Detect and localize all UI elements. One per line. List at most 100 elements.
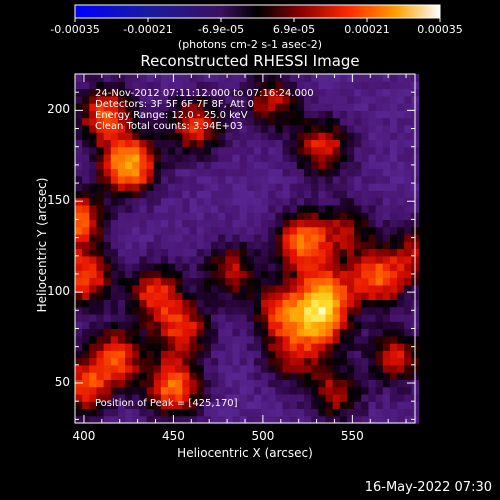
heatmap-cell [296, 110, 305, 119]
heatmap-cell [82, 335, 90, 344]
heatmap-cell [268, 197, 277, 206]
heatmap-cell [110, 263, 119, 271]
heatmap-cell [239, 343, 248, 351]
heatmap-cell [96, 95, 105, 104]
heatmap-cell [239, 81, 248, 90]
heatmap-cell [253, 255, 262, 264]
heatmap-cell [404, 88, 413, 97]
heatmap-cell [325, 255, 334, 264]
heatmap-cell [282, 393, 291, 402]
heatmap-cell [289, 284, 298, 293]
heatmap-cell [246, 328, 255, 337]
heatmap-cell [117, 88, 126, 97]
heatmap-cell [325, 88, 334, 97]
heatmap-cell [82, 88, 90, 97]
heatmap-cell [268, 183, 277, 191]
heatmap-cell [225, 313, 234, 322]
heatmap-cell [175, 313, 183, 322]
heatmap-cell [375, 146, 384, 155]
heatmap-cell [110, 219, 119, 228]
heatmap-cell [375, 313, 384, 322]
heatmap-cell [175, 321, 183, 330]
heatmap-cell [347, 226, 355, 235]
heatmap-cell [339, 306, 348, 315]
heatmap-cell [347, 197, 355, 206]
heatmap-cell [347, 292, 355, 300]
heatmap-cell [153, 197, 162, 206]
heatmap-cell [389, 284, 398, 293]
heatmap-cell [404, 357, 413, 366]
heatmap-cell [203, 204, 212, 213]
heatmap-cell [375, 379, 384, 388]
heatmap-cell [139, 226, 148, 235]
heatmap-cell [246, 204, 255, 213]
heatmap-cell [232, 343, 241, 351]
heatmap-cell [318, 386, 327, 395]
heatmap-cell [160, 81, 169, 90]
colorbar-tick-label: 6.9e-05 [272, 23, 316, 36]
heatmap-cell [368, 175, 377, 184]
heatmap-cell [275, 350, 284, 359]
heatmap-cell [175, 292, 183, 300]
heatmap-cell [89, 219, 98, 228]
heatmap-cell [389, 343, 398, 351]
heatmap-cell [125, 328, 133, 337]
heatmap-cell [103, 124, 112, 133]
heatmap-cell [160, 219, 169, 228]
heatmap-cell [96, 415, 105, 424]
heatmap-cell [289, 393, 298, 402]
heatmap-cell [375, 328, 384, 337]
heatmap-cell [153, 343, 162, 351]
heatmap-cell [289, 212, 298, 221]
heatmap-cell [282, 350, 291, 359]
heatmap-cell [168, 270, 176, 279]
heatmap-cell [132, 117, 141, 126]
heatmap-cell [218, 415, 226, 424]
heatmap-cell [146, 328, 155, 337]
heatmap-cell [253, 263, 262, 271]
heatmap-cell [125, 190, 133, 199]
heatmap-cell [253, 88, 262, 97]
heatmap-cell [139, 386, 148, 395]
heatmap-cell [261, 248, 269, 257]
heatmap-cell [382, 146, 391, 155]
heatmap-cell [89, 110, 98, 119]
heatmap-cell [382, 255, 391, 264]
heatmap-cell [132, 197, 141, 206]
heatmap-cell [368, 408, 377, 417]
heatmap-cell [253, 146, 262, 155]
heatmap-cell [304, 153, 312, 162]
heatmap-cell [89, 241, 98, 250]
heatmap-cell [354, 335, 362, 344]
heatmap-cell [203, 168, 212, 177]
heatmap-cell [125, 299, 133, 308]
heatmap-cell [168, 299, 176, 308]
heatmap-cell [75, 313, 83, 322]
heatmap-cell [354, 306, 362, 315]
heatmap-cell [347, 299, 355, 308]
heatmap-cell [332, 343, 341, 351]
heatmap-cell [125, 168, 133, 177]
heatmap-cell [246, 88, 255, 97]
heatmap-cell [261, 168, 269, 177]
heatmap-cell [82, 393, 90, 402]
heatmap-cell [232, 357, 241, 366]
heatmap-cell [225, 233, 234, 242]
heatmap-cell [268, 132, 277, 141]
heatmap-cell [103, 401, 112, 410]
heatmap-cell [211, 328, 219, 337]
heatmap-cell [125, 270, 133, 279]
heatmap-cell [296, 343, 305, 351]
heatmap-cell [347, 132, 355, 141]
heatmap-cell [347, 204, 355, 213]
heatmap-cell [253, 183, 262, 191]
heatmap-cell [110, 161, 119, 170]
heatmap-cell [132, 313, 141, 322]
heatmap-cell [189, 212, 198, 221]
heatmap-cell [389, 132, 398, 141]
heatmap-cell [132, 284, 141, 293]
heatmap-cell [218, 270, 226, 279]
heatmap-cell [318, 255, 327, 264]
heatmap-cell [168, 393, 176, 402]
heatmap-cell [175, 226, 183, 235]
